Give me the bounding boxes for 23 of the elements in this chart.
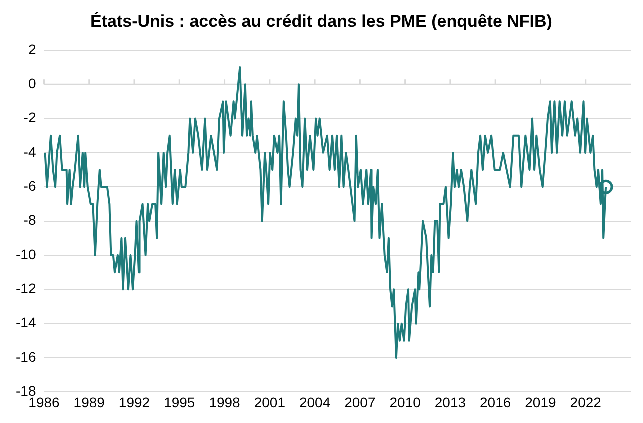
chart-title: États-Unis : accès au crédit dans les PME (enquête NFIB) bbox=[90, 12, 554, 33]
x-tick-label: 1992 bbox=[118, 394, 150, 410]
y-tick-label: 2 bbox=[28, 41, 36, 58]
x-tick-label: 2016 bbox=[480, 394, 512, 410]
y-tick-label: -4 bbox=[24, 144, 36, 160]
y-tick-label: -12 bbox=[16, 280, 36, 297]
x-tick-label: 2001 bbox=[254, 394, 286, 410]
x-tick-label: 2010 bbox=[390, 394, 422, 410]
x-tick-label: 1995 bbox=[164, 394, 196, 410]
x-tick-label: 2019 bbox=[525, 394, 557, 410]
y-tick-label: -6 bbox=[24, 178, 36, 194]
y-tick-label: 0 bbox=[28, 75, 36, 92]
x-tick-label: 2007 bbox=[344, 394, 376, 410]
x-tick-label: 1998 bbox=[209, 394, 241, 410]
x-tick-label: 2022 bbox=[570, 394, 602, 410]
y-tick-label: -8 bbox=[24, 212, 36, 228]
y-tick-label: -10 bbox=[16, 246, 36, 262]
x-tick-label: 1989 bbox=[74, 394, 106, 410]
y-tick-label: -2 bbox=[24, 110, 36, 126]
y-tick-label: -16 bbox=[16, 348, 36, 365]
y-tick-label: -14 bbox=[16, 314, 36, 331]
x-tick-label: 2013 bbox=[434, 394, 466, 410]
x-tick-label: 2004 bbox=[299, 394, 331, 410]
